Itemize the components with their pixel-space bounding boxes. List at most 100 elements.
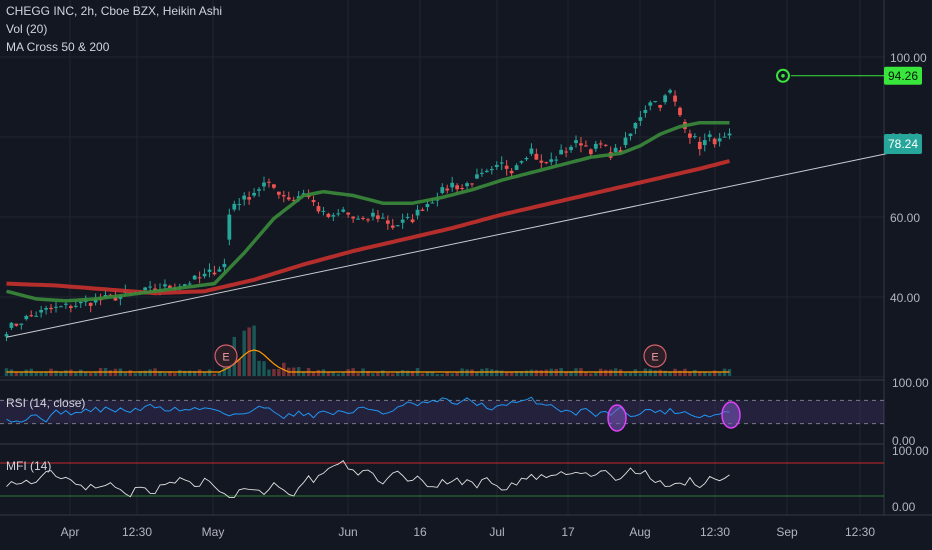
volume-bar <box>123 372 128 376</box>
candle-body <box>237 204 242 206</box>
candle-body <box>559 149 564 155</box>
time-tick-label: Sep <box>776 525 798 539</box>
volume-bar <box>475 371 479 376</box>
candle-body <box>465 183 469 187</box>
volume-bar <box>168 371 172 376</box>
candle-body <box>64 303 68 305</box>
candle-body <box>281 195 286 197</box>
candle-body <box>202 273 207 277</box>
candle-body <box>529 148 534 154</box>
volume-bar <box>410 371 415 376</box>
candle-body <box>519 161 524 163</box>
candle-body <box>509 170 514 174</box>
volume-bar <box>69 369 73 376</box>
volume-bar <box>64 370 68 376</box>
rsi-tick-label: 100.00 <box>892 376 929 390</box>
volume-bar <box>376 372 380 376</box>
candle-body <box>484 170 489 173</box>
candle-body <box>420 209 425 211</box>
candle-body <box>712 138 717 145</box>
volume-bar <box>717 372 722 376</box>
volume-bar <box>465 369 469 376</box>
time-tick-label: 12:30 <box>122 525 152 539</box>
ma50-line <box>6 120 730 303</box>
volume-bar <box>589 373 593 376</box>
volume-bar <box>524 370 529 376</box>
volume-bar <box>19 372 24 376</box>
volume-bar <box>202 371 207 376</box>
volume-bar <box>187 370 192 376</box>
ma-cross-legend[interactable]: MA Cross 50 & 200 <box>6 40 110 54</box>
mfi-legend[interactable]: MFI (14) <box>6 459 52 473</box>
candle-body <box>44 308 48 310</box>
volume-bar <box>301 371 306 376</box>
volume-bar <box>678 370 682 376</box>
candle-body <box>598 143 603 145</box>
symbol-legend[interactable]: CHEGG INC, 2h, Cboe BZX, Heikin Ashi <box>6 4 223 18</box>
volume-bar <box>242 330 246 376</box>
volume-bar <box>331 371 336 376</box>
volume-bar <box>539 370 544 376</box>
candle-body <box>385 220 390 224</box>
volume-bar <box>584 371 588 376</box>
candle-body <box>489 168 494 171</box>
candle-body <box>440 187 445 193</box>
candle-body <box>73 305 78 307</box>
volume-bar <box>618 369 623 376</box>
price-tick-label: 100.00 <box>890 51 927 65</box>
candle-body <box>499 162 504 164</box>
candle-body <box>460 188 464 190</box>
volume-bar <box>440 373 445 376</box>
volume-bar <box>74 371 78 376</box>
candle-body <box>187 283 192 285</box>
volume-bar <box>405 370 410 376</box>
volume-bar <box>143 370 147 376</box>
volume-bar <box>470 369 474 376</box>
candle-body <box>579 143 583 146</box>
candle-body <box>410 219 415 223</box>
candle-body <box>88 302 93 306</box>
volume-legend[interactable]: Vol (20) <box>6 22 48 36</box>
rsi-legend[interactable]: RSI (14, close) <box>6 396 86 410</box>
volume-bar <box>400 370 405 376</box>
candle-body <box>39 310 44 313</box>
candle-body <box>648 102 653 106</box>
candle-body <box>593 143 598 149</box>
candle-body <box>217 269 222 272</box>
candle-body <box>480 172 484 174</box>
volume-bar <box>564 371 568 376</box>
volume-bar <box>83 371 88 376</box>
rsi-highlight-ellipse <box>607 404 627 432</box>
candle-body <box>242 195 247 200</box>
volume-bar <box>316 369 321 376</box>
volume-bar <box>544 369 549 376</box>
volume-bar <box>727 369 732 376</box>
volume-bar <box>391 373 395 376</box>
candle-body <box>415 209 420 216</box>
volume-bar <box>237 359 241 376</box>
candle-body <box>168 285 172 289</box>
volume-bar <box>257 360 261 376</box>
last-price-box <box>884 134 922 154</box>
volume-bar <box>93 372 98 376</box>
candle-body <box>727 133 732 136</box>
volume-bar <box>693 369 697 376</box>
candle-body <box>113 297 118 301</box>
candle-body <box>227 214 232 240</box>
volume-bar <box>252 325 256 376</box>
volume-bar <box>59 371 63 376</box>
volume-bar <box>197 369 202 376</box>
volume-bar <box>356 373 360 376</box>
volume-bar <box>594 371 598 376</box>
rsi-band-fill <box>0 400 884 424</box>
volume-bar <box>608 369 613 376</box>
volume-bar <box>450 373 454 376</box>
earnings-marker <box>214 344 238 368</box>
candle-body <box>252 192 256 196</box>
candle-body <box>148 286 152 288</box>
candle-body <box>380 217 385 219</box>
rsi-tick-label: 0.00 <box>892 434 916 448</box>
candle-body <box>143 287 148 291</box>
volume-bar <box>138 371 142 376</box>
